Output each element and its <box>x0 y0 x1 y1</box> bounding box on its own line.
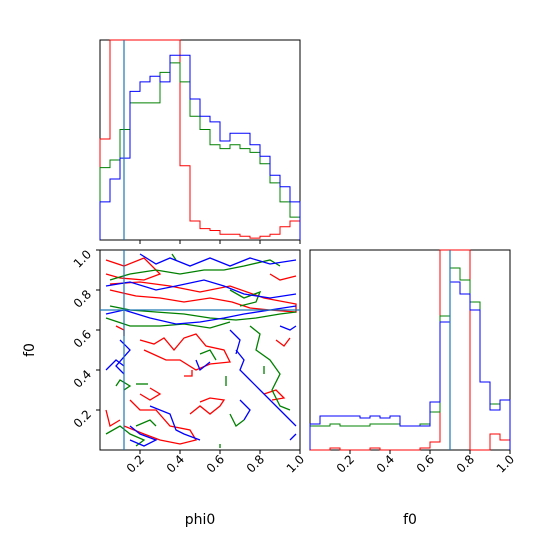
contour-green-4 <box>249 325 291 411</box>
contour-green-3 <box>229 289 262 307</box>
contour-red-11 <box>105 409 121 428</box>
contour-green-6 <box>135 419 157 427</box>
contour-blue-2 <box>139 253 297 267</box>
contour-green-10 <box>229 413 245 427</box>
contour-green-5 <box>105 425 146 447</box>
contour-blue-11 <box>239 399 251 421</box>
contour-blue-6 <box>105 359 125 371</box>
contour-blue-1 <box>105 305 297 325</box>
contour-red-2 <box>139 333 232 371</box>
contour-blue-5 <box>149 405 201 441</box>
contour-blue-9 <box>229 329 241 355</box>
phi0-hist-red-series <box>99 39 301 240</box>
contour-green-7 <box>115 379 132 391</box>
contour-blue-0 <box>105 279 297 299</box>
f0-hist-red-series <box>310 249 511 451</box>
contour-red-7 <box>263 389 286 401</box>
contour-blue-3 <box>115 339 131 375</box>
contour-blue-8 <box>235 349 297 427</box>
contour-red-9 <box>269 273 297 281</box>
contour-blue-7 <box>195 359 211 372</box>
contour-green-0 <box>109 305 297 321</box>
f0-hist-blue-series <box>309 281 511 450</box>
phi0-histogram-series <box>99 39 301 240</box>
x-axis-label-f0: f0 <box>403 512 417 528</box>
phi0-histogram-ticks <box>139 240 301 244</box>
contour-blue-4 <box>129 425 158 447</box>
contour-blue-10 <box>279 325 297 331</box>
contour-red-4 <box>123 399 198 445</box>
f0-histogram-series <box>309 249 511 451</box>
contour-green-1 <box>105 317 231 329</box>
contour-red-5 <box>139 387 162 401</box>
contour-red-8 <box>184 370 193 377</box>
x-axis-label-phi0: phi0 <box>185 512 216 528</box>
contour-red-1 <box>109 281 297 313</box>
contour-red-10 <box>275 337 291 347</box>
contour-green-11 <box>171 253 177 261</box>
contour-red-6 <box>189 397 226 415</box>
contour-series <box>105 253 297 448</box>
contour-green-9 <box>199 349 217 361</box>
phi0-hist-blue-series <box>99 54 301 240</box>
contour-panel-frame <box>99 249 301 451</box>
y-axis-label-f0: f0 <box>22 343 38 357</box>
phi0-histogram-panel <box>99 39 301 244</box>
contour-blue-12 <box>289 433 297 441</box>
